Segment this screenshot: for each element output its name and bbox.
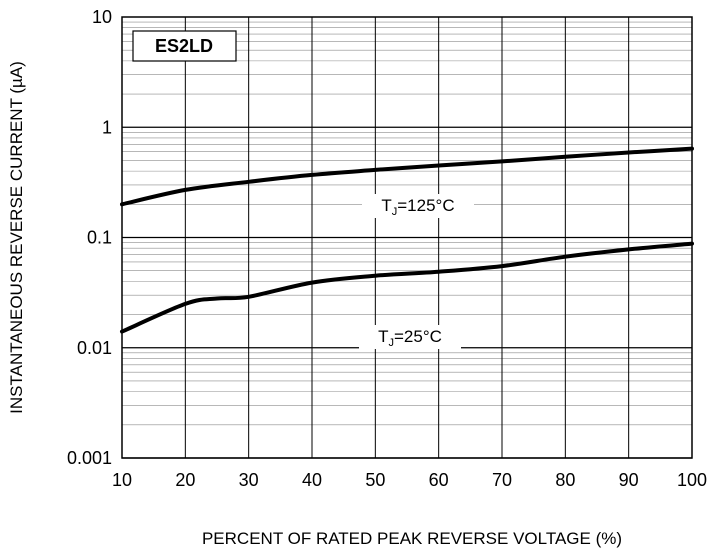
part-number-box-frame <box>132 30 237 62</box>
x-tick-label: 60 <box>429 470 449 490</box>
y-tick-label: 1 <box>102 117 112 137</box>
y-tick-label: 0.01 <box>77 338 112 358</box>
x-tick-label: 20 <box>175 470 195 490</box>
tick-labels: 10 20 30 40 50 60 70 80 90 100 0.001 0.01 0.1 1 10 <box>67 7 707 490</box>
y-axis-title: INSTANTANEOUS REVERSE CURRENT (µA) <box>7 61 26 414</box>
x-tick-label: 90 <box>619 470 639 490</box>
series-label-background <box>359 325 461 349</box>
series-label: TJ=125°C <box>381 196 454 218</box>
grid <box>121 17 693 459</box>
part-number-box: ES2LD <box>132 30 237 62</box>
x-tick-label: 80 <box>555 470 575 490</box>
series-layer <box>120 146 694 334</box>
plot-frame <box>121 16 693 459</box>
series-label: TJ=25°C <box>378 327 442 349</box>
y-tick-label: 0.1 <box>87 228 112 248</box>
series-line-tj-25c <box>120 241 694 334</box>
x-axis-title: PERCENT OF RATED PEAK REVERSE VOLTAGE (%… <box>202 529 622 548</box>
x-tick-label: 70 <box>492 470 512 490</box>
x-tick-label: 10 <box>112 470 132 490</box>
series-labels: TJ=125°C TJ=25°C <box>359 194 474 349</box>
series-line-tj-125c <box>120 146 694 207</box>
x-tick-label: 50 <box>365 470 385 490</box>
x-tick-label: 100 <box>677 470 707 490</box>
x-tick-label: 40 <box>302 470 322 490</box>
y-tick-label: 10 <box>92 7 112 27</box>
part-number: ES2LD <box>155 36 213 56</box>
x-tick-label: 30 <box>239 470 259 490</box>
series-label-background <box>362 194 474 218</box>
y-tick-label: 0.001 <box>67 448 112 468</box>
